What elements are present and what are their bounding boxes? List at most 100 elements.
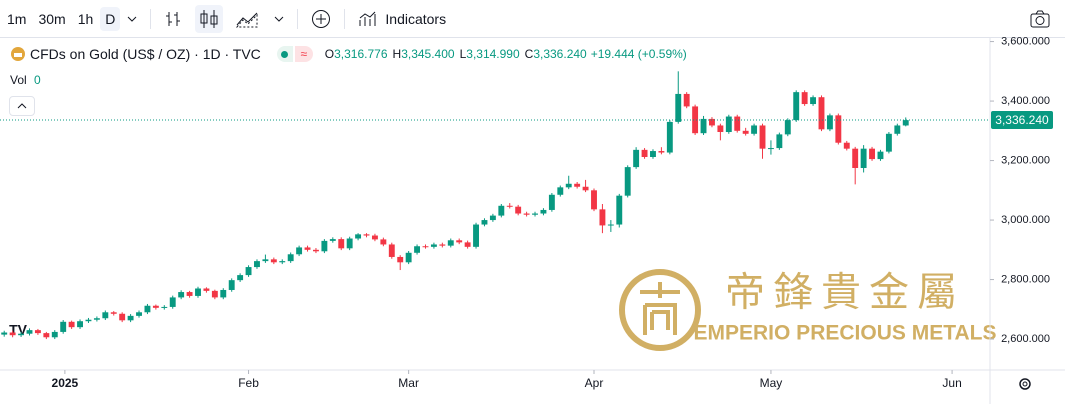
candle-body — [784, 120, 791, 135]
candle-body — [110, 312, 117, 314]
interval-button[interactable]: 1h — [77, 10, 94, 27]
ohlc-item: O3,316.776 — [325, 47, 388, 61]
last-price-tag — [991, 111, 1053, 130]
candle-body — [169, 297, 176, 307]
candle-body — [93, 318, 100, 320]
candle-body — [902, 120, 909, 126]
candle-body — [658, 151, 665, 153]
candle-body — [152, 305, 159, 308]
candle-body — [709, 118, 715, 126]
candle-body — [245, 267, 252, 276]
candle-body — [68, 321, 75, 328]
y-tick-label: 2,800.000 — [1001, 273, 1050, 285]
market-open-badge[interactable] — [276, 46, 293, 62]
candle-body — [734, 116, 741, 131]
separator — [344, 8, 346, 29]
ohlc-key: O — [324, 47, 335, 61]
candle-body — [43, 333, 50, 338]
candle-body — [700, 118, 707, 134]
candle-body — [666, 121, 673, 153]
ohlc-values: O3,316.776 H3,345.400 L3,314.990 C3,336.240 — [325, 47, 587, 61]
candle-body — [144, 305, 151, 313]
candle-body — [456, 240, 463, 243]
change-value: +19.444 (+0.59%) — [590, 47, 687, 61]
watermark: 帝鋒貴金屬 EMPERIO PRECIOUS METALS — [619, 269, 997, 351]
candle-body — [270, 259, 277, 263]
candle-body — [481, 220, 488, 225]
candle-body — [136, 312, 142, 316]
x-tick-label: Apr — [585, 376, 604, 390]
candle-body — [119, 313, 126, 321]
candle-body — [397, 256, 404, 263]
candle-body — [565, 183, 572, 188]
bar-style-icon[interactable] — [163, 9, 183, 29]
collapse-button[interactable] — [9, 96, 35, 116]
candle-body — [540, 209, 547, 214]
candle-style-icon[interactable] — [195, 4, 224, 33]
candle-body — [532, 213, 538, 215]
candle-body — [717, 125, 724, 133]
candle-body — [51, 331, 58, 338]
logo-glyph — [640, 282, 680, 335]
candle-body — [464, 242, 471, 247]
candle-body — [228, 280, 235, 290]
x-tick-label: 2025 — [52, 376, 79, 390]
ohlc-key: L — [459, 47, 467, 61]
ohlc-item: C3,336.240 — [525, 47, 587, 61]
candle-body — [338, 239, 345, 249]
candle-body — [430, 244, 437, 247]
ohlc-key: C — [524, 47, 534, 61]
separator — [297, 8, 299, 29]
y-tick-label: 3,600.000 — [1001, 35, 1050, 47]
candle-body — [254, 261, 260, 268]
candle-body — [506, 205, 513, 207]
candle-body — [523, 213, 530, 215]
indicators-button[interactable]: Indicators — [385, 10, 447, 27]
candle-body — [371, 235, 378, 240]
watermark-english: EMPERIO PRECIOUS METALS — [694, 322, 997, 345]
compare-icon[interactable] — [310, 8, 332, 30]
y-tick-label: 3,000.000 — [1001, 214, 1050, 226]
candle-body — [186, 292, 193, 296]
volume-value: 0 — [34, 73, 41, 87]
candle-body — [793, 92, 800, 121]
dropdown-icon[interactable] — [273, 13, 285, 25]
candle-body — [447, 240, 454, 246]
symbol-title[interactable]: CFDs on Gold (US$ / OZ) · 1D · TVC — [30, 46, 261, 62]
interval-button[interactable]: 1m — [7, 10, 27, 27]
interval-button[interactable]: 30m — [38, 10, 66, 27]
candle-body — [296, 247, 303, 255]
area-style-icon[interactable] — [235, 9, 261, 29]
volume-label: Vol — [10, 73, 27, 87]
candles — [1, 71, 909, 340]
candle-body — [321, 240, 328, 252]
candle-body — [102, 312, 109, 319]
candle-body — [287, 254, 294, 262]
status-badges: ≈ — [276, 46, 313, 62]
y-tick-label: 3,200.000 — [1001, 154, 1050, 166]
indicators-icon[interactable] — [357, 9, 379, 29]
ohlc-value: 3,336.240 — [533, 47, 587, 61]
toolbar: 1m 30m 1h D Indicators — [0, 0, 1065, 38]
candle-body — [489, 215, 496, 221]
candle-body — [759, 125, 766, 149]
candle-body — [237, 275, 244, 281]
candle-body — [860, 148, 867, 169]
ohlc-item: L3,314.990 — [460, 47, 520, 61]
candle-body — [591, 190, 597, 210]
snapshot-icon[interactable] — [1029, 9, 1051, 29]
ohlc-value: 3,316.776 — [334, 47, 388, 61]
candle-body — [380, 239, 387, 245]
delay-badge[interactable]: ≈ — [294, 46, 313, 62]
candle-body — [422, 246, 429, 248]
x-tick-label: Jun — [942, 376, 961, 390]
dropdown-icon[interactable] — [126, 13, 138, 25]
candle-body — [742, 130, 749, 134]
settings-icon[interactable] — [1019, 378, 1031, 390]
candle-body — [675, 93, 682, 122]
watermark-chinese: 帝鋒貴金屬 — [725, 271, 965, 315]
interval-button[interactable]: D — [100, 6, 121, 31]
candle-body — [776, 134, 783, 149]
volume-legend: Vol 0 — [10, 73, 41, 87]
